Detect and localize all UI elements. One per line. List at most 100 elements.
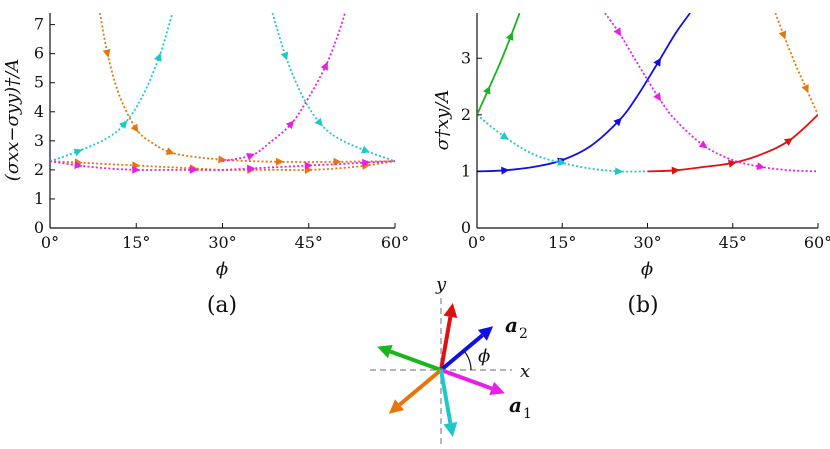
diagram-arrow-3: [440, 368, 493, 391]
chart-a-series-1-arrow: [165, 147, 175, 155]
chart-a-series-5-arrow: [320, 61, 328, 71]
chart-b-series-2-arrow: [784, 138, 793, 146]
chart-a-series-3-arrow: [361, 145, 370, 154]
a2-label: a: [505, 313, 518, 337]
chart-a-xtick-label: 15°: [122, 233, 150, 252]
chart-b-xtick-label: 45°: [719, 233, 747, 252]
chart-a-ytick-label: 7: [34, 15, 44, 34]
chart-b-series-3-arrow: [614, 167, 624, 176]
chart-b-xtick-label: 30°: [633, 233, 661, 252]
chart-a-series-1-arrow: [102, 48, 111, 58]
chart-a-ytick-label: 4: [34, 102, 44, 121]
chart-a-series-4-arrow: [304, 161, 313, 170]
chart-b-curves: [477, 13, 818, 176]
chart-b-series-4-arrow: [756, 162, 766, 171]
diagram-arrows: [377, 303, 505, 437]
diagram-arrow-5: [439, 369, 453, 424]
chart-a-series-4-arrow: [362, 158, 371, 167]
chart-a-ytick-label: 3: [34, 131, 44, 150]
diagram-arrow-0: [439, 316, 453, 371]
chart-b-ytick-label: 3: [461, 48, 471, 67]
chart-b-series-4-arrow: [698, 140, 708, 149]
chart-b: 0° 15° 30° 45° 60° 0 1 2 3 ϕ σ†xy/A (b): [432, 13, 830, 318]
chart-b-xtick-label: 60°: [804, 233, 830, 252]
chart-a-xtick-label: 0°: [41, 233, 59, 252]
diagram-arrowhead-4: [388, 399, 405, 414]
chart-a-ticks: 0° 15° 30° 45° 60° 0 1 2 3 4 5 6 7: [34, 15, 409, 252]
chart-b-series-4: [604, 13, 818, 173]
chart-a-ytick-label: 0: [34, 218, 44, 237]
diagram-arrowhead-2: [377, 345, 393, 359]
chart-a-series-1: [99, 13, 395, 163]
a1-subscript: 1: [523, 406, 532, 422]
chart-a-series-5-arrow: [285, 120, 295, 129]
chart-a-ylabel: (σxx−σyy)†/A: [2, 59, 23, 181]
chart-b-series-0-arrow: [483, 85, 491, 95]
chart-b-ytick-label: 1: [461, 161, 471, 180]
chart-b-series-1: [477, 13, 691, 173]
chart-a-series-2-arrow: [119, 120, 128, 129]
chart-b-xtick-label: 15°: [548, 233, 576, 252]
chart-b-series-5: [774, 13, 818, 116]
chart-b-xtick-label: 0°: [468, 233, 486, 252]
chart-b-ytick-label: 2: [461, 105, 471, 124]
chart-a-ytick-label: 5: [34, 73, 44, 92]
chart-b-series-4-arrow: [613, 27, 622, 37]
diagram-arrowhead-0: [443, 303, 458, 318]
chart-a-xtick-label: 60°: [381, 233, 409, 252]
chart-a-series-1-arrow: [275, 157, 284, 166]
chart-a-xlabel: ϕ: [216, 259, 228, 280]
chart-b-series-3-arrow: [557, 158, 567, 166]
chart-a-series-4-arrow: [132, 165, 141, 174]
diagram-arrowhead-1: [477, 326, 494, 341]
chart-b-series-5-arrow: [778, 30, 787, 40]
diagram-phi-label: ϕ: [478, 346, 490, 367]
chart-a-series-2-arrow: [154, 52, 162, 62]
chart-a-panel-label: (a): [207, 293, 237, 318]
chart-b-series-1-arrow: [613, 117, 622, 127]
chart-b-series-2-arrow: [671, 166, 680, 175]
chart-b-series-0-arrow: [505, 31, 514, 41]
diagram-arrow-1: [439, 333, 484, 372]
diagram-arrowhead-5: [443, 422, 458, 437]
chart-a-ytick-label: 2: [34, 160, 44, 179]
chart-a-curves: [50, 13, 395, 174]
diagram-y-label: y: [435, 274, 447, 295]
phi-angle-arc: [463, 350, 472, 371]
chart-a-series-4: [50, 160, 395, 171]
chart-b-xlabel: ϕ: [641, 259, 653, 280]
chart-a-ytick-label: 1: [34, 189, 44, 208]
diagram-arrow-2: [389, 349, 442, 372]
chart-b-ticks: 0° 15° 30° 45° 60° 0 1 2 3: [461, 48, 830, 252]
chart-a-series-4-arrow: [247, 164, 256, 173]
chart-a-ytick-label: 6: [34, 44, 44, 63]
chart-b-series-3-arrow: [499, 131, 509, 140]
diagram-arrow-4: [398, 368, 443, 407]
chart-a-series-3-arrow: [280, 51, 289, 61]
chart-b-ytick-label: 0: [461, 218, 471, 237]
chart-a-xtick-label: 45°: [295, 233, 323, 252]
a2-subscript: 2: [519, 326, 528, 342]
chart-b-series-2-arrow: [728, 159, 737, 168]
chart-a-series-5-arrow: [246, 153, 255, 161]
chart-a-series-3-arrow: [314, 117, 323, 127]
chart-a-series-1-arrow: [218, 155, 227, 164]
chart-a-series-4-arrow: [189, 165, 198, 174]
chart-a-series-4-arrow: [74, 161, 83, 169]
chart-b-series-1-arrow: [501, 166, 510, 175]
a1-label: a: [509, 393, 522, 417]
diagram-arrowhead-3: [489, 381, 505, 395]
chart-b-series-0: [477, 13, 521, 116]
chart-a-series-3: [271, 13, 395, 163]
chart-a-series-5: [222, 13, 346, 163]
chart-b-series-5-arrow: [801, 84, 809, 93]
lattice-vector-diagram: x y ϕ a 2 a 1: [370, 274, 532, 445]
chart-b-series-4-arrow: [653, 92, 662, 102]
diagram-x-label: x: [520, 361, 530, 382]
chart-a-xtick-label: 30°: [208, 233, 236, 252]
chart-a-series-1-arrow: [130, 123, 139, 133]
chart-b-panel-label: (b): [627, 293, 658, 318]
chart-b-ylabel: σ†xy/A: [432, 90, 453, 151]
chart-a-series-2-arrow: [73, 148, 83, 157]
